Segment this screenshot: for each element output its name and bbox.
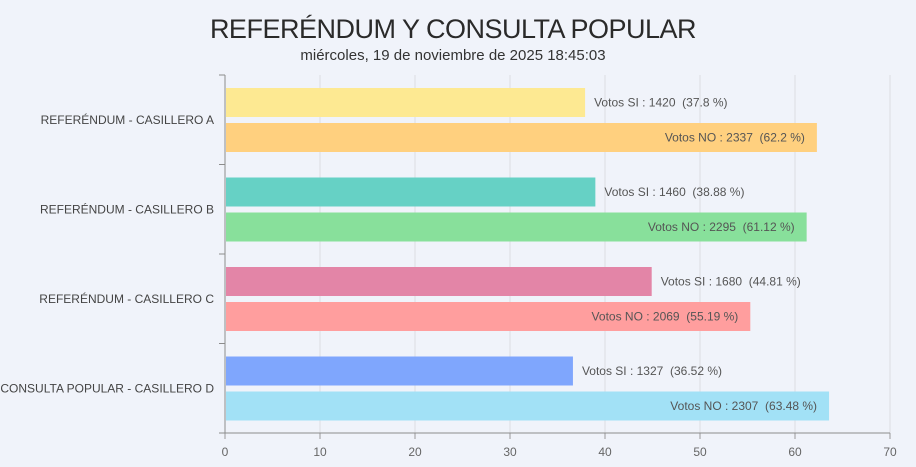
x-tick-label: 0 — [222, 445, 229, 459]
x-tick-label: 50 — [693, 445, 707, 459]
x-tick-label: 20 — [408, 445, 422, 459]
bar-votos-no — [226, 212, 807, 242]
data-label-no: Votos NO : 2295 (61.12 %) — [648, 220, 795, 234]
category-label: CONSULTA POPULAR - CASILLERO D — [0, 381, 214, 395]
category-label: REFERÉNDUM - CASILLERO A — [41, 112, 214, 127]
bar-votos-no — [226, 123, 817, 152]
x-tick-label: 40 — [598, 445, 612, 459]
bar-votos-si — [226, 177, 596, 207]
data-label-si: Votos SI : 1420 (37.8 %) — [594, 96, 727, 110]
bar-votos-si — [226, 267, 652, 296]
x-tick-label: 10 — [313, 445, 327, 459]
bar-votos-no — [226, 302, 751, 331]
data-label-no: Votos NO : 2337 (62.2 %) — [665, 131, 805, 145]
data-label-si: Votos SI : 1460 (38.88 %) — [604, 185, 744, 199]
bar-votos-si — [226, 88, 586, 117]
x-tick-label: 30 — [503, 445, 517, 459]
data-label-no: Votos NO : 2069 (55.19 %) — [592, 310, 739, 324]
data-label-no: Votos NO : 2307 (63.48 %) — [670, 399, 817, 413]
bar-votos-no — [226, 391, 830, 421]
data-label-si: Votos SI : 1327 (36.52 %) — [582, 364, 722, 378]
chart-title: REFERÉNDUM Y CONSULTA POPULAR — [209, 14, 697, 44]
x-tick-label: 60 — [788, 445, 802, 459]
bar-votos-si — [226, 356, 573, 386]
category-label: REFERÉNDUM - CASILLERO B — [40, 201, 214, 216]
category-label: REFERÉNDUM - CASILLERO C — [39, 291, 214, 306]
data-label-si: Votos SI : 1680 (44.81 %) — [661, 275, 801, 289]
x-tick-label: 70 — [883, 445, 897, 459]
chart-subtitle: miércoles, 19 de noviembre de 2025 18:45… — [300, 47, 606, 64]
